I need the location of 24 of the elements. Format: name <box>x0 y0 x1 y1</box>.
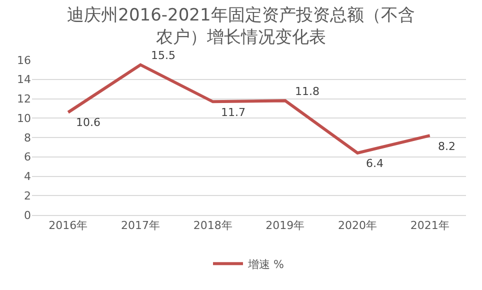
data-label: 15.5 <box>151 49 176 62</box>
line-series <box>66 63 432 154</box>
data-label: 10.6 <box>76 116 100 129</box>
y-tick-label: 0 <box>24 208 31 222</box>
y-tick-label: 4 <box>24 170 31 184</box>
y-tick-label: 12 <box>17 92 31 106</box>
x-tick-label: 2020年 <box>338 219 377 232</box>
y-tick-label: 16 <box>17 54 31 67</box>
data-label: 8.2 <box>438 140 456 153</box>
data-label: 11.7 <box>221 106 246 119</box>
x-tick-label: 2019年 <box>266 219 305 232</box>
chart-title: 迪庆州2016-2021年固定资产投资总额（不含农户）增长情况变化表 <box>67 5 415 48</box>
y-tick-label: 14 <box>17 73 31 86</box>
y-tick-label: 2 <box>24 189 31 202</box>
y-tick-label: 10 <box>17 112 31 125</box>
x-tick-label: 2021年 <box>410 219 450 232</box>
data-label: 11.8 <box>295 85 320 98</box>
x-tick-label: 2017年 <box>121 219 160 232</box>
data-label: 6.4 <box>366 157 384 170</box>
y-tick-label: 8 <box>24 131 31 144</box>
x-tick-label: 2016年 <box>48 219 88 232</box>
legend-label: 增速 % <box>247 258 284 271</box>
x-tick-label: 2018年 <box>193 219 232 232</box>
y-tick-label: 6 <box>24 150 31 164</box>
